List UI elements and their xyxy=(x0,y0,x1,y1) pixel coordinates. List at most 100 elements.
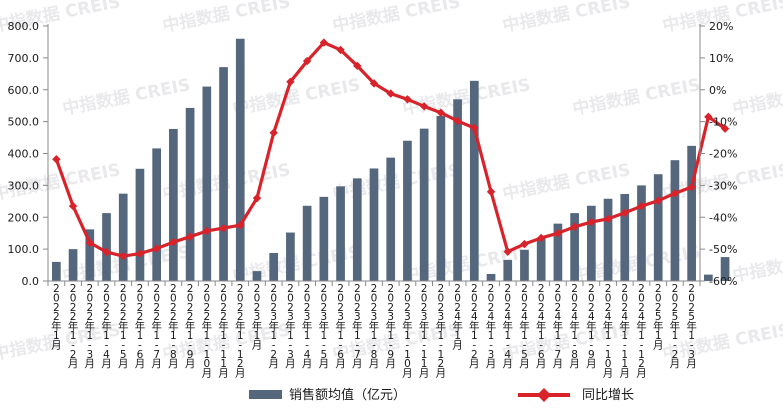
data-point-marker xyxy=(536,233,546,243)
bar xyxy=(336,186,345,281)
x-axis-tick-label: 2 0 2 3 年 1 -1 0 月 xyxy=(402,283,413,380)
data-point-marker xyxy=(102,247,111,257)
y-axis-left-tick-label: 400.0 xyxy=(8,148,40,161)
x-axis-tick-label: 2 0 2 3 年 1 -1 2 月 xyxy=(436,283,447,380)
bar xyxy=(369,168,379,281)
bar xyxy=(135,168,145,281)
y-axis-left-tick-label: 0.0 xyxy=(22,275,40,288)
data-point-marker xyxy=(419,102,429,111)
bar xyxy=(386,157,396,281)
bar xyxy=(202,86,212,281)
bar xyxy=(319,196,329,281)
data-point-marker xyxy=(637,201,646,211)
data-point-marker xyxy=(520,239,529,249)
bar xyxy=(419,128,429,281)
y-axis-right: -60% -50% -40% -30% -20% -10% 0% 10% 20% xyxy=(699,20,737,288)
data-point-marker xyxy=(252,193,262,203)
bar xyxy=(720,257,730,281)
data-point-marker xyxy=(503,247,512,256)
data-point-marker xyxy=(687,182,696,192)
data-point-marker xyxy=(185,232,195,241)
data-point-marker xyxy=(603,214,613,224)
bar xyxy=(469,80,479,281)
data-point-marker xyxy=(302,56,312,66)
y-axis-right-tick-label: -10% xyxy=(709,116,737,129)
data-point-marker xyxy=(654,196,663,205)
data-point-marker xyxy=(486,187,496,196)
data-point-marker xyxy=(236,221,245,230)
bar xyxy=(704,274,713,282)
bar xyxy=(503,259,513,281)
data-point-marker xyxy=(169,237,178,247)
x-axis-tick-label: 2 0 2 2 年 1 -3 月 xyxy=(85,283,96,370)
data-point-marker xyxy=(269,128,278,137)
bar xyxy=(670,160,680,281)
data-point-marker xyxy=(336,45,345,55)
x-axis-tick-label: 2 0 2 2 年 1 -8 月 xyxy=(168,283,179,370)
line-series xyxy=(52,38,730,261)
bar xyxy=(553,223,563,282)
x-axis-tick-label: 2 0 2 2 年 1 -9 月 xyxy=(185,283,196,370)
x-axis-tick-label: 2 0 2 2 年 1 -5 月 xyxy=(118,283,129,370)
x-axis-tick-label: 2 0 2 2 年 1 -1 2 月 xyxy=(235,283,246,380)
x-axis-tick-label: 2 0 2 3 年 1 -3 月 xyxy=(285,283,296,370)
bar xyxy=(453,99,462,281)
x-axis-tick-label: 2 0 2 3 年 1 -8 月 xyxy=(369,283,380,370)
data-point-marker xyxy=(219,223,228,233)
y-axis-right-tick-label: -30% xyxy=(709,179,737,192)
bar xyxy=(520,249,529,281)
x-axis-tick-label: 2 0 2 4 年 1 -1 1 月 xyxy=(620,283,631,380)
bar xyxy=(118,193,128,281)
y-axis-left-tick-label: 600.0 xyxy=(8,84,40,97)
data-point-marker xyxy=(720,124,730,133)
data-point-marker xyxy=(85,238,94,247)
x-axis-tick-label: 2 0 2 3 年 1 -2 月 xyxy=(268,283,279,370)
chart-legend: 销售额均值（亿元） 同比增长 xyxy=(249,387,634,403)
bar xyxy=(486,273,496,281)
y-axis-left-tick-label: 700.0 xyxy=(8,52,40,65)
x-axis-tick-label: 2 0 2 3 年 1 -6 月 xyxy=(335,283,346,370)
x-axis-tick-label: 2 0 2 3 年 1 -7 月 xyxy=(352,283,363,370)
data-point-marker xyxy=(319,38,329,47)
y-axis-left-tick-label: 300.0 xyxy=(8,179,40,192)
bar xyxy=(637,185,646,282)
x-axis-tick-label: 2 0 2 3 年 1 -5 月 xyxy=(319,283,330,370)
x-axis-tick-label: 2 0 2 2 年 1 -1 0 月 xyxy=(202,283,213,380)
x-axis-tick-label: 2 0 2 2 年 1 -7 月 xyxy=(151,283,162,370)
y-axis-right-tick-label: 0% xyxy=(709,84,726,97)
x-axis-tick-label: 2 0 2 4 年 1 -9 月 xyxy=(586,283,597,370)
bar xyxy=(152,148,162,281)
bar xyxy=(219,67,228,282)
y-axis-right-tick-label: 20% xyxy=(709,20,733,33)
bar xyxy=(653,174,663,281)
data-point-marker xyxy=(135,249,145,258)
bar xyxy=(52,261,61,282)
bar-series xyxy=(52,38,730,282)
y-axis-right-tick-label: -50% xyxy=(709,243,737,256)
x-axis-tick-label: 2 0 2 2 年 1 -1 1 月 xyxy=(218,283,229,380)
x-axis-tick-label: 2 0 2 4 年 1 -5 月 xyxy=(519,283,530,370)
x-axis-tick-label: 2 0 2 4 年 1 -7 月 xyxy=(553,283,564,370)
x-axis-tick-label: 2 0 2 2 年 1 -4 月 xyxy=(101,283,112,370)
data-point-marker xyxy=(403,95,412,104)
y-axis-right-tick-label: -60% xyxy=(709,275,737,288)
data-point-marker xyxy=(620,208,629,217)
x-axis-tick-label: 2 0 2 5 年 1 -2 月 xyxy=(670,283,681,370)
x-axis-tick-label: 2 0 2 2 年 1 -6 月 xyxy=(135,283,146,370)
bar xyxy=(68,249,78,282)
bar xyxy=(235,38,245,281)
data-point-marker xyxy=(202,226,212,236)
bar xyxy=(603,198,613,281)
bar xyxy=(536,237,546,281)
x-axis-tick-label: 2 0 2 4 年 1 -1 2 月 xyxy=(636,283,647,380)
x-axis-tick-label: 2 0 2 5 年 1 -3 月 xyxy=(686,283,697,370)
x-axis-tick-label: 2 0 2 3 年 1 -4 月 xyxy=(302,283,313,370)
data-point-marker xyxy=(553,228,563,238)
x-axis-tick-label: 2 0 2 4 年 1 -2 月 xyxy=(469,283,480,370)
bar xyxy=(85,229,95,281)
bar xyxy=(687,145,696,281)
bar xyxy=(302,205,312,281)
y-axis-right-tick-label: -40% xyxy=(709,211,737,224)
